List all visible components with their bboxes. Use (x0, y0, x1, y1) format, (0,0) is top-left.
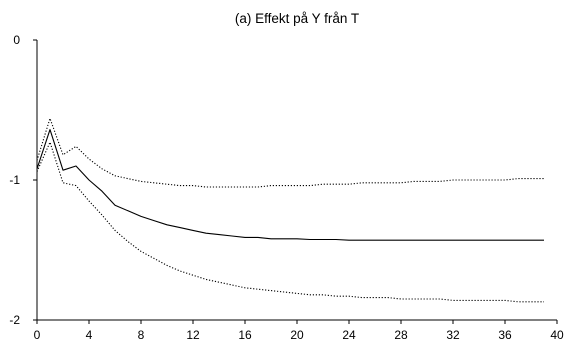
y-tick-label: 0 (13, 33, 20, 47)
impulse-response-line (36, 129, 544, 241)
x-tick-label: 16 (238, 328, 252, 342)
x-tick-label: 32 (446, 328, 460, 342)
confidence-band-line (36, 117, 544, 188)
x-tick-label: 24 (342, 328, 356, 342)
x-tick-label: 4 (86, 328, 93, 342)
x-tick-label: 20 (290, 328, 304, 342)
ticks: 0 4 8 12 16 20 24 28 32 36 40 0 -1 -2 (9, 33, 564, 342)
x-tick-label: 12 (186, 328, 200, 342)
y-tick-label: -1 (9, 173, 20, 187)
x-tick-label: 28 (394, 328, 408, 342)
x-tick-label: 36 (498, 328, 512, 342)
confidence-band-line (36, 141, 544, 303)
x-tick-label: 40 (550, 328, 564, 342)
chart-title: (a) Effekt på Y från T (235, 11, 359, 26)
series-lines (36, 117, 544, 303)
x-tick-label: 0 (34, 328, 41, 342)
x-tick-label: 8 (138, 328, 145, 342)
axes (36, 40, 557, 321)
y-tick-label: -2 (9, 313, 20, 327)
